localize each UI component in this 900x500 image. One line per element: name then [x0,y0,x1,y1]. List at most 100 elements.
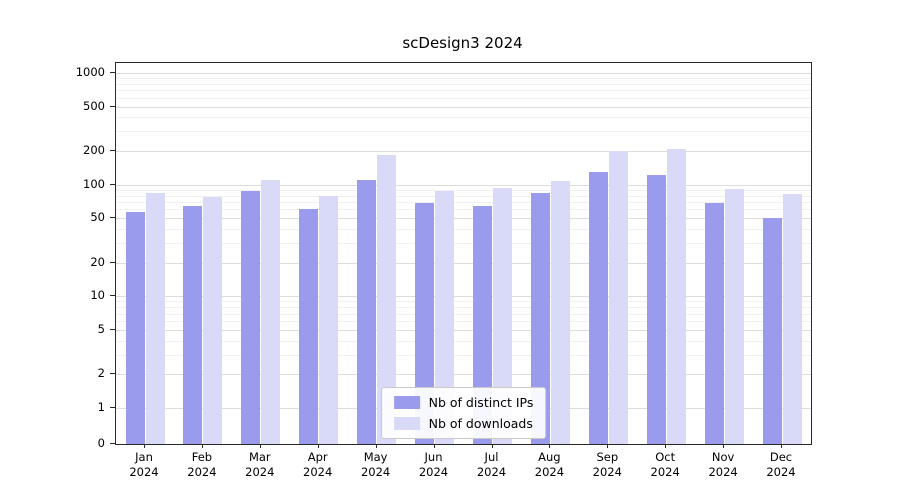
legend-item-distinct-ips: Nb of distinct IPs [393,395,534,410]
y-tick-label: 20 [90,254,105,269]
gridline [116,307,811,309]
y-tick-mark [110,443,115,444]
chart-title: scDesign3 2024 [402,34,523,52]
y-tick-mark [110,328,115,330]
x-tick-label: Jan 2024 [129,450,159,479]
legend: Nb of distinct IPs Nb of downloads [380,387,547,439]
x-tick-label: Nov 2024 [708,450,738,479]
bar-distinct-ips [704,203,724,444]
gridline [116,321,811,323]
gridline [116,97,811,99]
plot-area: Nb of distinct IPs Nb of downloads [115,62,812,445]
y-tick-mark [110,373,115,375]
x-tick-mark [723,444,725,448]
x-tick-mark [317,444,319,448]
y-tick-label: 1 [97,400,105,414]
gridline [116,301,811,303]
x-tick-label: Oct 2024 [650,450,680,479]
y-tick-mark [110,295,115,297]
x-tick-label: Sep 2024 [592,450,622,479]
bar-distinct-ips [357,180,377,444]
bar-downloads [319,195,339,444]
x-tick-mark [549,444,551,448]
bar-downloads [493,188,512,444]
y-tick-mark [110,150,115,152]
x-tick-label: Aug 2024 [534,450,565,479]
gridline [116,78,811,80]
gridline [116,195,811,197]
bar-downloads [724,188,744,444]
x-tick-mark [781,444,782,448]
legend-swatch-distinct-ips [393,396,420,409]
gridline [116,374,811,376]
x-tick-mark [201,444,203,448]
x-tick-mark [665,444,667,448]
bar-distinct-ips [588,171,608,444]
gridline [116,229,811,231]
bar-distinct-ips [125,211,145,444]
gridline [116,329,811,331]
gridline [116,340,811,342]
gridline [116,151,811,153]
bar-downloads [377,154,397,444]
y-tick-label: 50 [90,210,105,225]
x-tick-label: May 2024 [360,450,391,479]
gridline [116,184,811,186]
y-tick-label: 5 [97,321,105,336]
gridline [116,90,811,92]
x-tick-label: Mar 2024 [245,450,275,479]
bar-distinct-ips [646,175,666,444]
gridline [116,117,811,119]
y-tick-mark [110,261,115,263]
x-tick-mark [375,444,377,448]
gridline [116,131,811,133]
bar-distinct-ips [299,209,319,444]
x-tick-label: Dec 2024 [766,450,796,479]
bar-downloads [608,151,628,444]
bar-distinct-ips [530,192,550,444]
x-tick-label: Feb 2024 [187,450,217,479]
x-tick-label: Jun 2024 [418,450,449,479]
gridline [116,202,811,203]
bar-distinct-ips [183,205,203,444]
bar-distinct-ips [415,203,434,444]
gridline [116,83,811,85]
bars-layer [116,63,811,444]
bar-distinct-ips [473,206,492,444]
gridline [116,218,811,220]
y-tick-label: 500 [83,98,105,113]
bar-downloads [782,194,802,444]
x-tick-mark [144,444,145,448]
bar-distinct-ips [762,218,782,444]
legend-swatch-downloads [393,417,420,430]
bar-distinct-ips [241,190,261,444]
gridline [116,354,811,356]
x-tick-label: Apr 2024 [303,450,333,479]
x-tick-mark [607,444,609,448]
bar-downloads [261,180,281,444]
bar-downloads [203,196,223,444]
gridline [116,313,811,315]
bar-downloads [435,190,454,444]
y-tick-label: 2 [97,366,105,381]
gridline [116,296,811,298]
y-tick-label: 0 [97,436,105,450]
gridline [116,189,811,191]
bar-downloads [145,192,165,444]
gridline [116,209,811,211]
y-tick-mark [110,407,115,408]
y-tick-label: 100 [83,176,105,191]
y-tick-mark [110,105,115,107]
x-tick-mark [259,444,261,448]
y-tick-label: 10 [90,288,105,303]
gridline [116,243,811,245]
legend-label-distinct-ips: Nb of distinct IPs [428,395,534,410]
gridline [116,73,811,74]
y-tick-mark [110,72,115,73]
x-tick-label: Jul 2024 [476,450,507,479]
x-tick-mark [491,444,493,448]
y-tick-mark [110,183,115,185]
gridline [116,106,811,108]
y-tick-mark [110,217,115,219]
